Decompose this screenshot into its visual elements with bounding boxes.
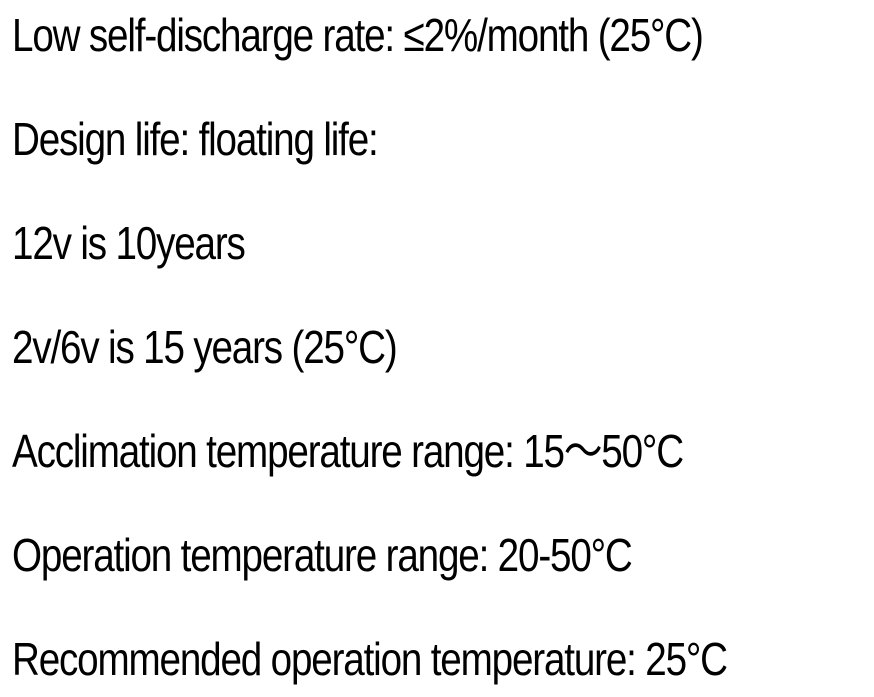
design-life-line: Design life: floating life:	[12, 113, 379, 165]
2v-6v-life-line: 2v/6v is 15 years (25°C)	[12, 321, 398, 373]
self-discharge-rate-line: Low self-discharge rate: ≤2%/month (25°C…	[12, 9, 704, 61]
12v-life-line: 12v is 10years	[12, 217, 246, 269]
acclimation-temperature-line: Acclimation temperature range: 15～50°C	[12, 425, 684, 477]
recommended-temperature-line: Recommended operation temperature: 25°C	[12, 633, 728, 685]
operation-temperature-line: Operation temperature range: 20-50°C	[12, 529, 633, 581]
